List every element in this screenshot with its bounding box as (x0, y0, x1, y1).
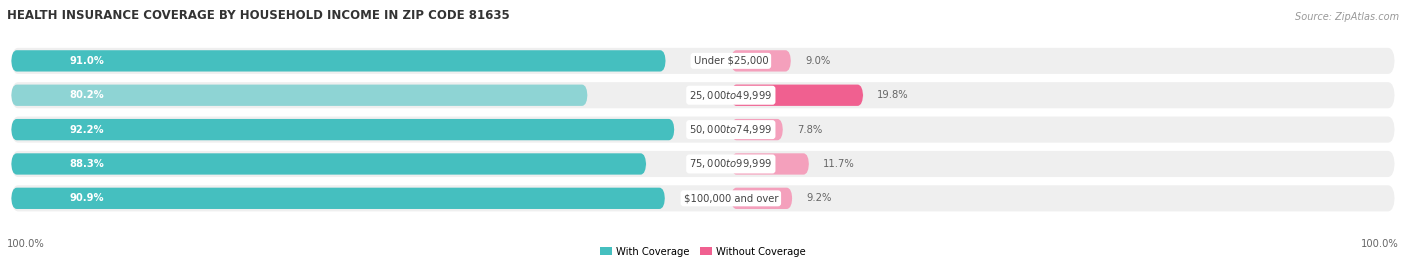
Text: 88.3%: 88.3% (70, 159, 104, 169)
FancyBboxPatch shape (731, 50, 792, 72)
Legend: With Coverage, Without Coverage: With Coverage, Without Coverage (596, 243, 810, 261)
FancyBboxPatch shape (11, 48, 1395, 74)
Text: 7.8%: 7.8% (797, 124, 823, 135)
Text: $50,000 to $74,999: $50,000 to $74,999 (689, 123, 772, 136)
Text: $25,000 to $49,999: $25,000 to $49,999 (689, 89, 772, 102)
Text: 19.8%: 19.8% (877, 90, 908, 100)
Text: 11.7%: 11.7% (823, 159, 855, 169)
FancyBboxPatch shape (11, 85, 588, 106)
Text: HEALTH INSURANCE COVERAGE BY HOUSEHOLD INCOME IN ZIP CODE 81635: HEALTH INSURANCE COVERAGE BY HOUSEHOLD I… (7, 9, 510, 22)
Text: $75,000 to $99,999: $75,000 to $99,999 (689, 157, 772, 170)
FancyBboxPatch shape (11, 153, 647, 175)
Text: 92.2%: 92.2% (70, 124, 104, 135)
Text: $100,000 and over: $100,000 and over (683, 193, 778, 203)
FancyBboxPatch shape (731, 85, 863, 106)
FancyBboxPatch shape (11, 185, 1395, 211)
FancyBboxPatch shape (731, 188, 793, 209)
Text: 100.0%: 100.0% (1361, 239, 1399, 249)
FancyBboxPatch shape (11, 119, 675, 140)
Text: 9.0%: 9.0% (804, 56, 830, 66)
Text: Source: ZipAtlas.com: Source: ZipAtlas.com (1295, 12, 1399, 22)
Text: 100.0%: 100.0% (7, 239, 45, 249)
FancyBboxPatch shape (11, 117, 1395, 143)
Text: Under $25,000: Under $25,000 (693, 56, 768, 66)
FancyBboxPatch shape (11, 188, 665, 209)
FancyBboxPatch shape (731, 119, 783, 140)
Text: 80.2%: 80.2% (70, 90, 104, 100)
Text: 9.2%: 9.2% (806, 193, 831, 203)
FancyBboxPatch shape (11, 151, 1395, 177)
Text: 90.9%: 90.9% (70, 193, 104, 203)
Text: 91.0%: 91.0% (70, 56, 104, 66)
FancyBboxPatch shape (11, 50, 665, 72)
FancyBboxPatch shape (731, 153, 808, 175)
FancyBboxPatch shape (11, 82, 1395, 108)
